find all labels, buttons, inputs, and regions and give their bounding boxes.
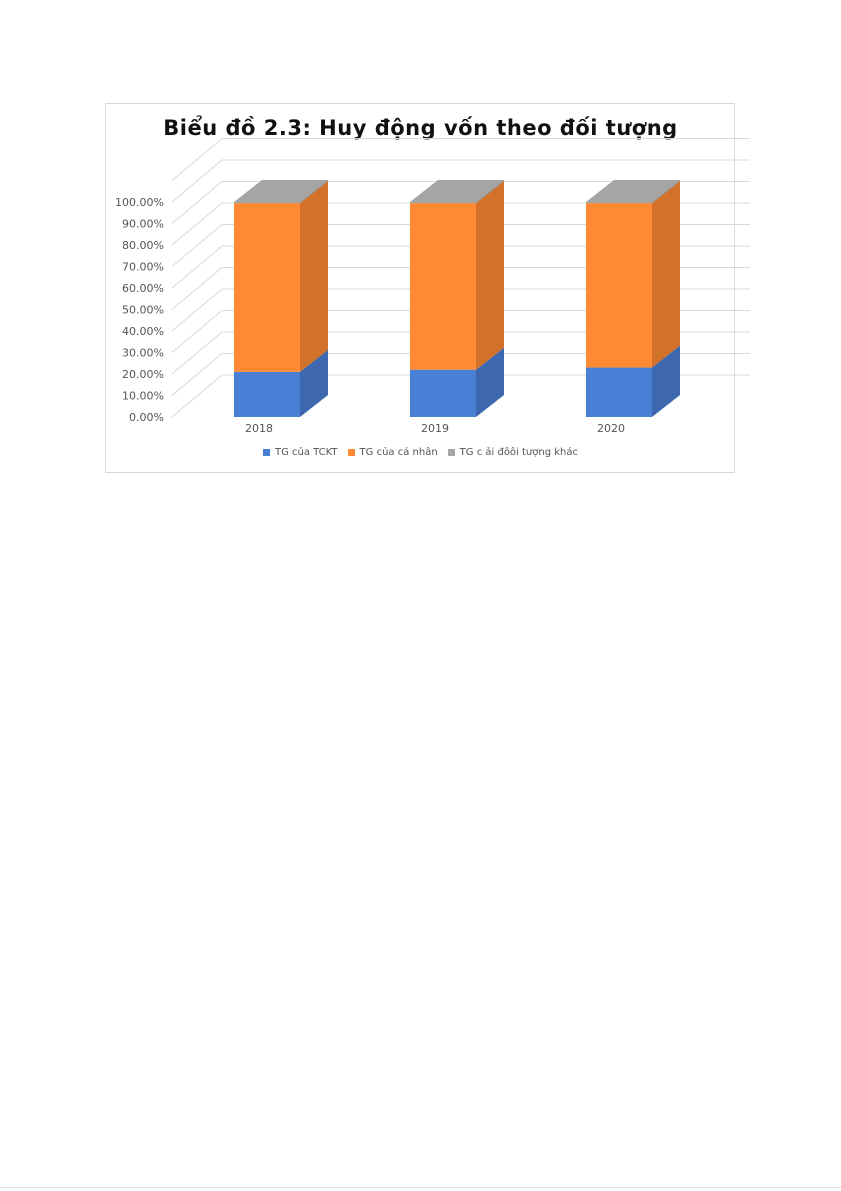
bar-segment	[586, 202, 652, 204]
bar-top	[234, 180, 328, 202]
y-tick-label: 90.00%	[122, 218, 164, 231]
bar-segment	[410, 202, 476, 204]
bar-side	[476, 181, 504, 370]
bar-side	[652, 180, 680, 204]
legend-item-khac: TG c ải đôôi tượng khác	[447, 447, 579, 458]
y-tick-label: 40.00%	[122, 325, 164, 338]
gridline-side	[171, 202, 223, 246]
legend-label-khac: TG c ải đôôi tượng khác	[459, 447, 579, 458]
gridline-side	[171, 267, 223, 310]
bar-side	[476, 347, 504, 417]
x-category-label: 2018	[245, 422, 273, 435]
chart-title: Biểu đồ 2.3: Huy động vốn theo đối tượng	[163, 116, 678, 140]
bar-segment	[234, 202, 300, 204]
bar-side	[300, 180, 328, 204]
y-tick-label: 50.00%	[122, 304, 164, 317]
bar-segment	[234, 203, 300, 372]
legend-swatch-khac	[447, 449, 455, 456]
bar-segment	[410, 203, 476, 370]
gridline-side	[171, 288, 223, 332]
y-tick-label: 70.00%	[122, 261, 164, 274]
legend-item-ca-nhan: TG của cá nhân	[347, 447, 438, 458]
gridline-side	[171, 138, 223, 181]
bar-top	[586, 180, 680, 202]
y-tick-label: 100.00%	[115, 196, 164, 209]
gridline-side	[171, 181, 223, 224]
y-tick-label: 0.00%	[129, 411, 164, 424]
legend-swatch-ca-nhan	[347, 449, 355, 456]
bar-side	[476, 180, 504, 204]
gridline-side	[171, 245, 223, 289]
bar-side	[300, 349, 328, 417]
bar-side	[300, 181, 328, 372]
page-bottom-rule	[0, 1187, 841, 1188]
gridline-side	[171, 331, 223, 375]
bar-side	[652, 181, 680, 368]
y-tick-label: 10.00%	[122, 390, 164, 403]
bar-segment	[586, 203, 652, 368]
chart-plot: 0.00% 10.00% 20.00% 30.00% 40.00% 50.00% 60.00…	[115, 138, 750, 435]
legend-item-tckt: TG của TCKT	[262, 447, 338, 458]
chart-legend: TG của TCKT TG của cá nhân TG c ải đôôi …	[0, 447, 841, 458]
bar-top	[410, 180, 504, 202]
gridline-side	[171, 353, 223, 396]
x-category-label: 2020	[597, 422, 625, 435]
bar-side	[652, 345, 680, 417]
legend-label-tckt: TG của TCKT	[274, 447, 338, 458]
bar-segment	[586, 367, 652, 417]
x-category-label: 2019	[421, 422, 449, 435]
y-tick-label: 60.00%	[122, 282, 164, 295]
bar-segment	[410, 369, 476, 417]
y-tick-label: 80.00%	[122, 239, 164, 252]
gridline-side	[171, 224, 223, 267]
y-tick-label: 30.00%	[122, 347, 164, 360]
gridline-side	[171, 159, 223, 203]
legend-swatch-tckt	[262, 449, 270, 456]
legend-label-ca-nhan: TG của cá nhân	[359, 447, 438, 458]
y-tick-label: 20.00%	[122, 368, 164, 381]
bar-segment	[234, 371, 300, 417]
gridline-side	[171, 310, 223, 353]
gridline-side	[171, 374, 223, 418]
